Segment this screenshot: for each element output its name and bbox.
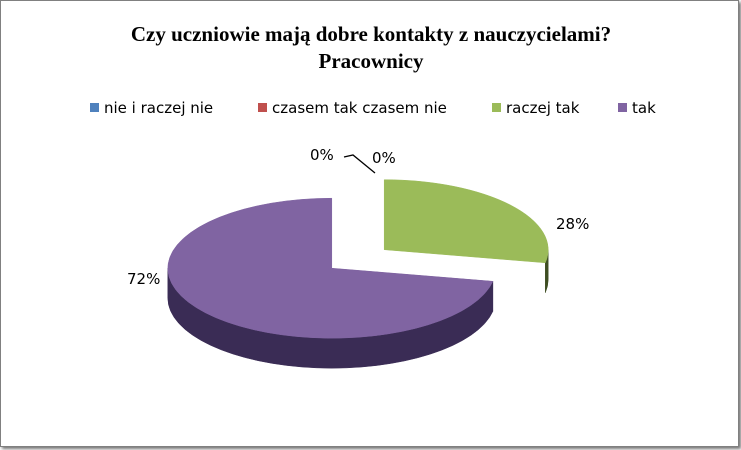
pie-slice-tak	[167, 197, 494, 339]
legend-swatch	[258, 103, 267, 112]
pie-tops	[167, 179, 549, 339]
legend-swatch	[492, 103, 501, 112]
data-label-nie-i-raczej-nie: 0%	[310, 146, 334, 164]
legend-item-tak: tak	[618, 99, 656, 117]
chart-subtitle: Pracownicy	[319, 49, 424, 73]
legend: nie i raczej nie czasem tak czasem nie rac…	[90, 99, 656, 117]
pie-slice-raczej-tak	[383, 179, 549, 264]
data-label-raczej-tak: 28%	[556, 215, 589, 233]
legend-item-raczej-tak: raczej tak	[492, 99, 580, 117]
chart-title: Czy uczniowie mają dobre kontakty z nauc…	[131, 22, 611, 46]
legend-swatch	[618, 103, 627, 112]
data-label-czasem-tak-czasem-nie: 0%	[372, 149, 396, 167]
leader-line	[343, 154, 376, 174]
legend-swatch	[90, 103, 99, 112]
legend-label: czasem tak czasem nie	[272, 99, 447, 117]
legend-item-czasem-tak-czasem-nie: czasem tak czasem nie	[258, 99, 447, 117]
data-labels: 0% 0% 28% 72%	[127, 146, 589, 288]
legend-label: raczej tak	[506, 99, 580, 117]
legend-item-nie-i-raczej-nie: nie i raczej nie	[90, 99, 213, 117]
legend-label: nie i raczej nie	[104, 99, 213, 117]
legend-label: tak	[632, 99, 656, 117]
data-label-tak: 72%	[127, 270, 160, 288]
